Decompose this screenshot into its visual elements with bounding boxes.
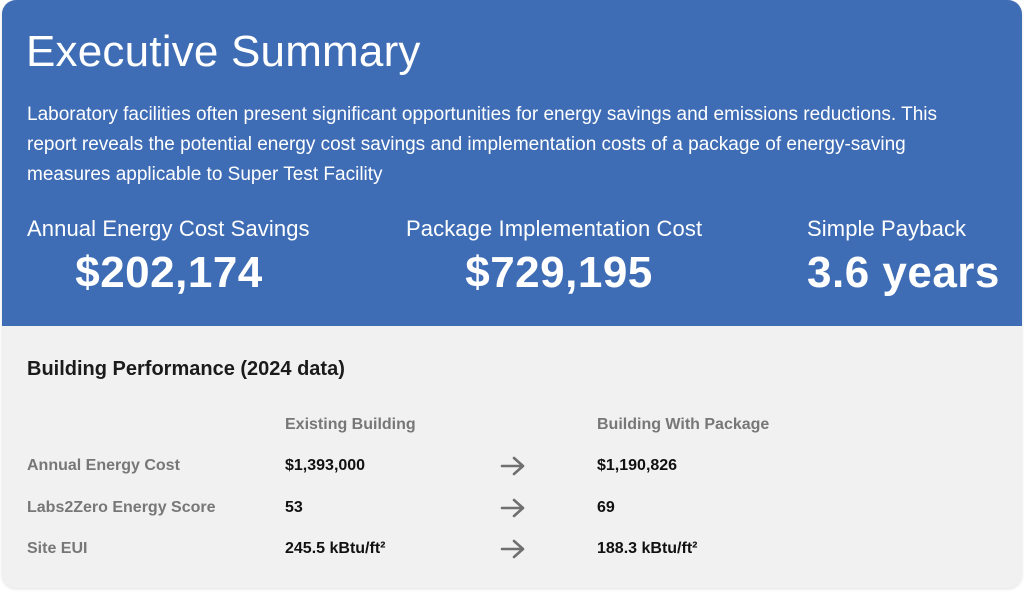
building-performance-panel: Building Performance (2024 data) Existin… bbox=[2, 326, 1022, 588]
metric-label: Simple Payback bbox=[807, 216, 967, 241]
existing-value: 53 bbox=[285, 499, 303, 516]
metric-value: 3.6 years bbox=[807, 248, 1000, 297]
arrow-right-icon bbox=[499, 454, 527, 478]
executive-summary-panel: Executive Summary Laboratory facilities … bbox=[2, 0, 1022, 326]
metric-label: Annual Energy Cost Savings bbox=[27, 216, 310, 241]
column-header-package: Building With Package bbox=[597, 416, 770, 433]
metric-annual-savings: Annual Energy Cost Savings $202,174 bbox=[27, 214, 327, 298]
metric-label: Package Implementation Cost bbox=[406, 216, 703, 241]
existing-value: $1,393,000 bbox=[285, 457, 366, 474]
row-label: Labs2Zero Energy Score bbox=[27, 499, 216, 516]
package-value: $1,190,826 bbox=[597, 457, 678, 474]
performance-title: Building Performance (2024 data) bbox=[27, 358, 345, 380]
metric-value: $729,195 bbox=[465, 248, 653, 297]
row-label: Annual Energy Cost bbox=[27, 457, 180, 474]
metric-simple-payback: Simple Payback 3.6 years bbox=[807, 214, 1007, 298]
package-value: 69 bbox=[597, 499, 615, 516]
table-row: Site EUI 245.5 kBtu/ft² 188.3 kBtu/ft² bbox=[2, 537, 1022, 561]
arrow-right-icon bbox=[499, 496, 527, 520]
row-label: Site EUI bbox=[27, 540, 88, 557]
table-row: Annual Energy Cost $1,393,000 $1,190,826 bbox=[2, 454, 1022, 478]
column-header-existing: Existing Building bbox=[285, 416, 416, 433]
arrow-right-icon bbox=[499, 537, 527, 561]
summary-intro: Laboratory facilities often present sign… bbox=[27, 104, 938, 185]
table-row: Labs2Zero Energy Score 53 69 bbox=[2, 496, 1022, 520]
metric-implementation-cost: Package Implementation Cost $729,195 bbox=[406, 214, 726, 298]
summary-title: Executive Summary bbox=[26, 27, 421, 76]
metric-value: $202,174 bbox=[75, 248, 263, 297]
package-value: 188.3 kBtu/ft² bbox=[597, 540, 698, 557]
existing-value: 245.5 kBtu/ft² bbox=[285, 540, 386, 557]
